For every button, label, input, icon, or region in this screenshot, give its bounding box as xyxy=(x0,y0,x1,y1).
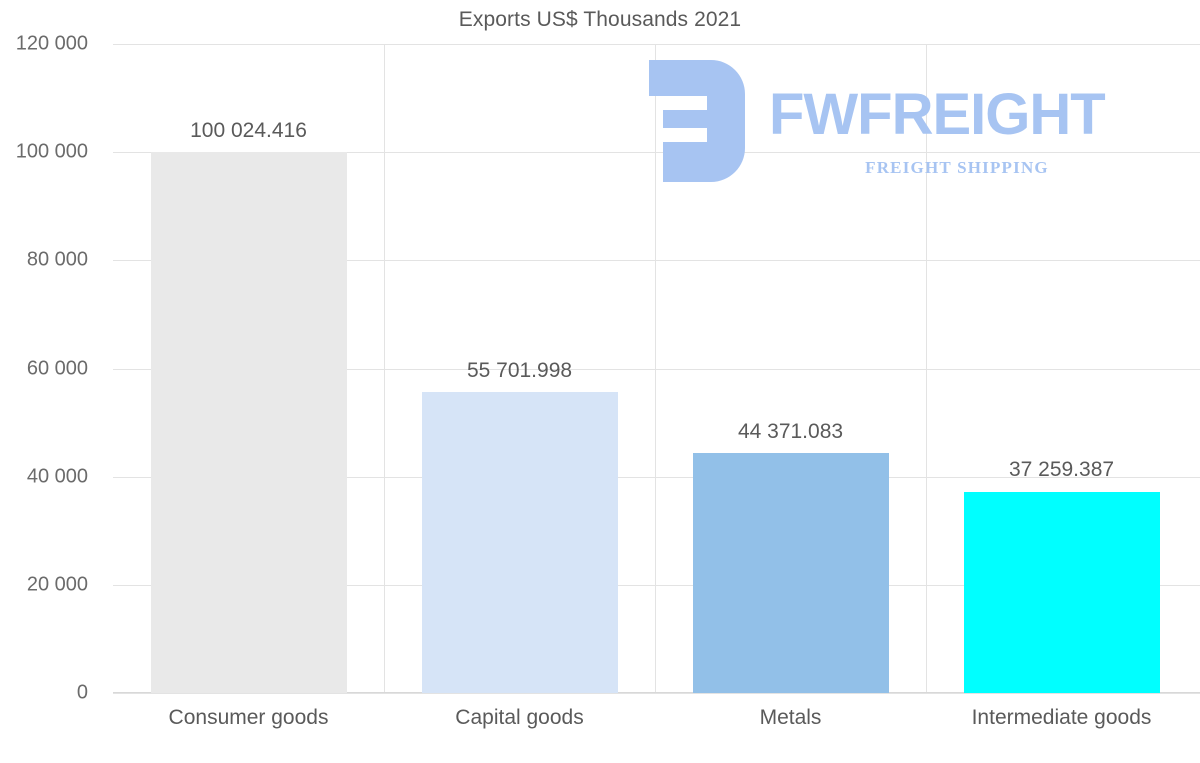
category-label: Capital goods xyxy=(455,706,584,729)
category-label: Metals xyxy=(759,706,822,729)
chart-title: Exports US$ Thousands 2021 xyxy=(458,8,742,31)
y-axis-tick-label: 0 xyxy=(76,681,88,704)
gridline xyxy=(384,44,385,693)
gridline xyxy=(113,584,1200,586)
bar[interactable] xyxy=(421,391,618,693)
bar-value-label: 37 259.387 xyxy=(1008,458,1115,482)
category-label: Consumer goods xyxy=(168,706,329,729)
gridline xyxy=(113,44,1200,45)
bar-value-label: 44 371.083 xyxy=(737,420,844,444)
bar[interactable] xyxy=(963,491,1160,693)
gridline xyxy=(113,693,1200,694)
bar-value-label: 55 701.998 xyxy=(466,358,573,382)
gridline xyxy=(113,260,1200,262)
plot-area xyxy=(113,44,1200,694)
bar[interactable] xyxy=(692,453,889,693)
y-axis-tick-label: 120 000 xyxy=(15,32,88,55)
y-axis-tick-label: 60 000 xyxy=(26,357,88,379)
gridline xyxy=(113,368,1200,370)
category-label: Intermediate goods xyxy=(971,706,1152,729)
y-axis-tick-label: 20 000 xyxy=(26,573,88,596)
gridline xyxy=(655,44,656,693)
bar[interactable] xyxy=(150,152,347,693)
gridline xyxy=(113,476,1200,478)
bar-value-label: 100 024.416 xyxy=(190,119,307,143)
y-axis-tick-label: 40 000 xyxy=(26,465,88,488)
y-axis-tick-label: 80 000 xyxy=(26,248,88,271)
y-axis-tick-label: 100 000 xyxy=(15,140,88,163)
x-axis-line xyxy=(113,692,1200,693)
gridline xyxy=(926,44,927,693)
